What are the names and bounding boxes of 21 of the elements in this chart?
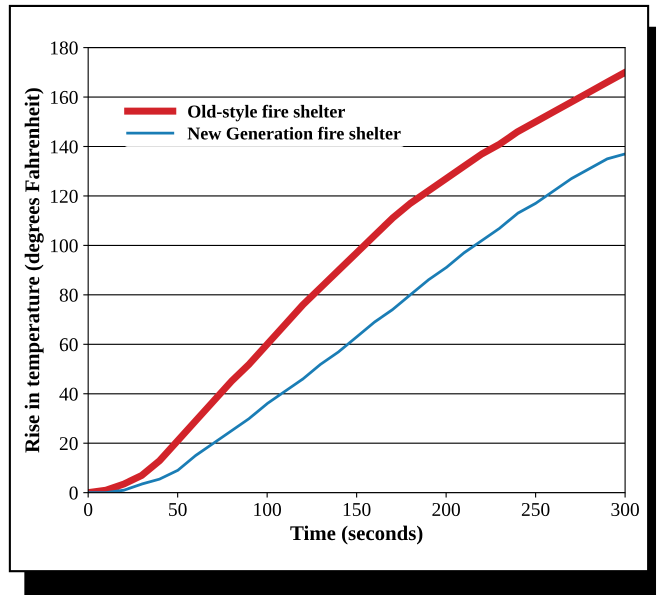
y-tick-label: 80 (60, 288, 78, 302)
y-tick-label: 160 (50, 90, 78, 104)
legend-label: New Generation fire shelter (188, 126, 401, 140)
y-tick-label: 60 (60, 338, 78, 352)
x-tick-label: 250 (522, 502, 550, 516)
y-tick-label: 100 (50, 239, 78, 252)
x-tick-label: 0 (84, 502, 92, 516)
y-tick-label: 140 (50, 140, 78, 154)
y-axis-title: Rise in temperature (degrees Fahrenheit) (24, 88, 44, 453)
y-tick-label: 40 (59, 388, 78, 401)
legend-label: Old-style fire shelter (188, 104, 345, 122)
x-tick-label: 200 (432, 502, 460, 516)
y-tick-label: 20 (60, 437, 78, 450)
y-tick-label: 180 (50, 41, 78, 55)
x-tick-label: 150 (344, 502, 370, 516)
y-tick-label: 120 (50, 190, 78, 203)
y-tick-label: 0 (69, 486, 78, 500)
x-tick-label: 100 (254, 502, 281, 516)
x-axis-title: Time (seconds) (290, 526, 422, 544)
x-tick-label: 50 (169, 502, 187, 516)
x-tick-label: 300 (611, 502, 639, 516)
